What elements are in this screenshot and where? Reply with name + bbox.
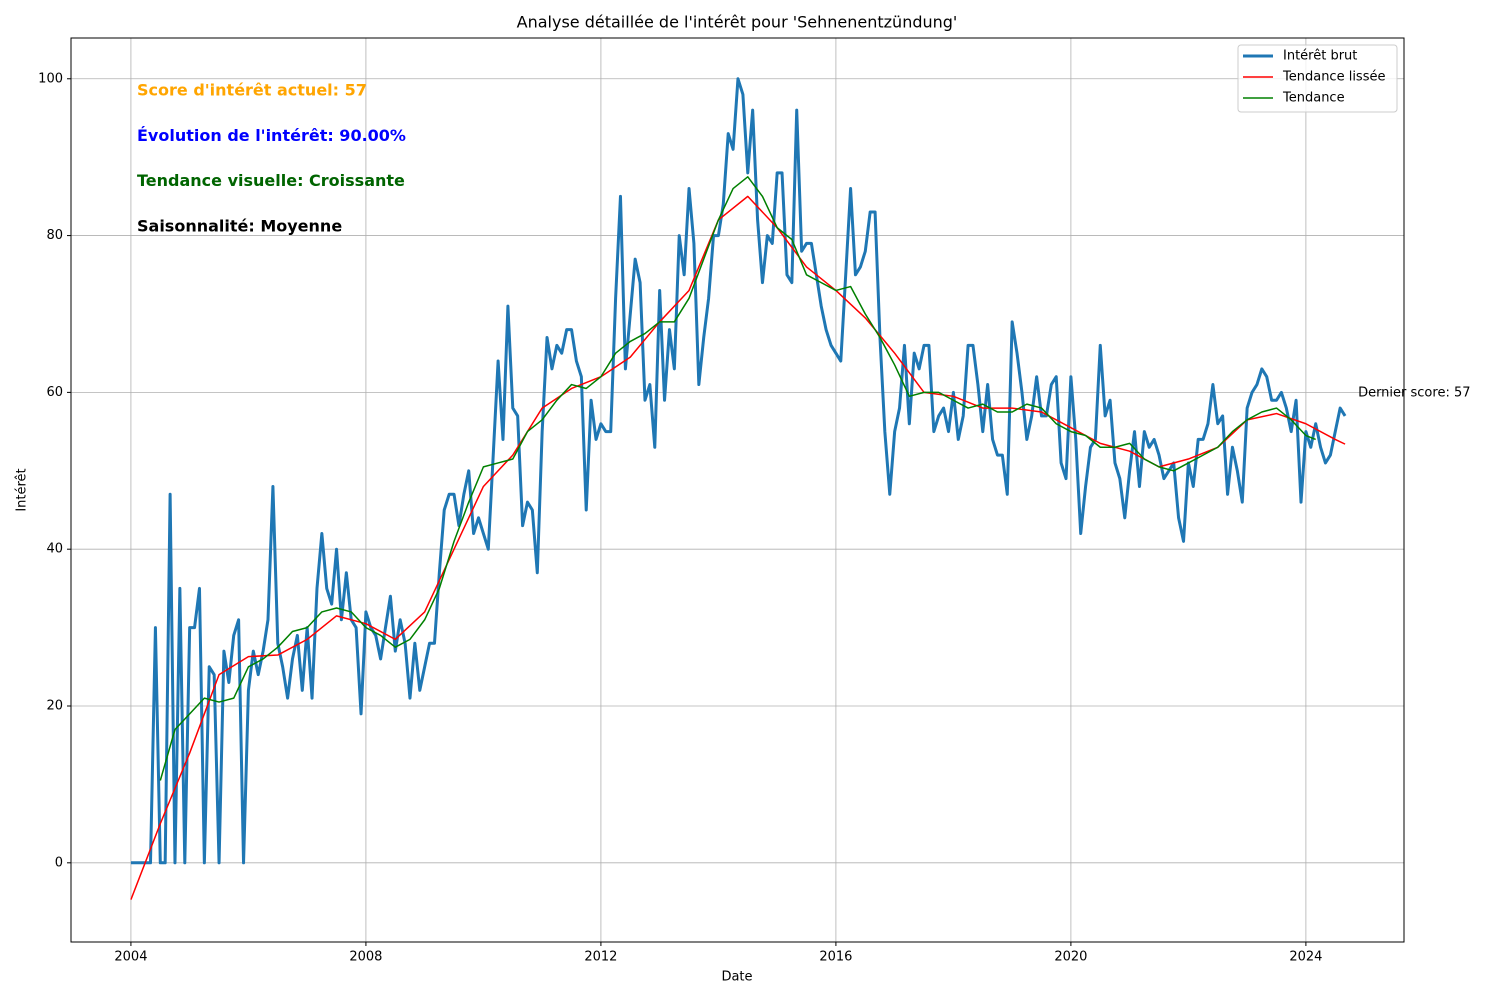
legend-label: Intérêt brut — [1283, 49, 1357, 64]
x-tick-label: 2012 — [584, 950, 617, 965]
series-line — [159, 176, 1316, 781]
plot-frame — [70, 37, 1405, 943]
x-tick-label: 2016 — [819, 950, 852, 965]
annotation: Score d'intérêt actuel: 57 — [137, 81, 367, 100]
y-tick-label: 80 — [46, 228, 63, 243]
last-score-label: Dernier score: 57 — [1358, 385, 1470, 400]
chart-title: Analyse détaillée de l'intérêt pour 'Seh… — [517, 13, 958, 32]
y-tick-label: 40 — [46, 542, 63, 557]
series-line — [130, 77, 1347, 865]
legend-box — [1237, 44, 1398, 113]
y-axis-label: Intérêt — [15, 468, 30, 511]
x-tick-label: 2020 — [1054, 950, 1087, 965]
y-tick-label: 60 — [46, 385, 63, 400]
x-tick-label: 2004 — [114, 950, 147, 965]
y-tick-label: 100 — [38, 71, 63, 86]
legend-label: Tendance lissée — [1282, 70, 1385, 85]
legend-label: Tendance — [1282, 91, 1345, 106]
x-tick-label: 2024 — [1289, 950, 1322, 965]
x-tick-label: 2008 — [349, 950, 382, 965]
annotation: Évolution de l'intérêt: 90.00% — [137, 126, 406, 145]
annotation: Tendance visuelle: Croissante — [137, 171, 405, 190]
x-axis-label: Date — [721, 970, 752, 985]
y-tick-label: 20 — [46, 699, 63, 714]
annotation: Saisonnalité: Moyenne — [137, 216, 342, 235]
y-tick-label: 0 — [55, 855, 63, 870]
